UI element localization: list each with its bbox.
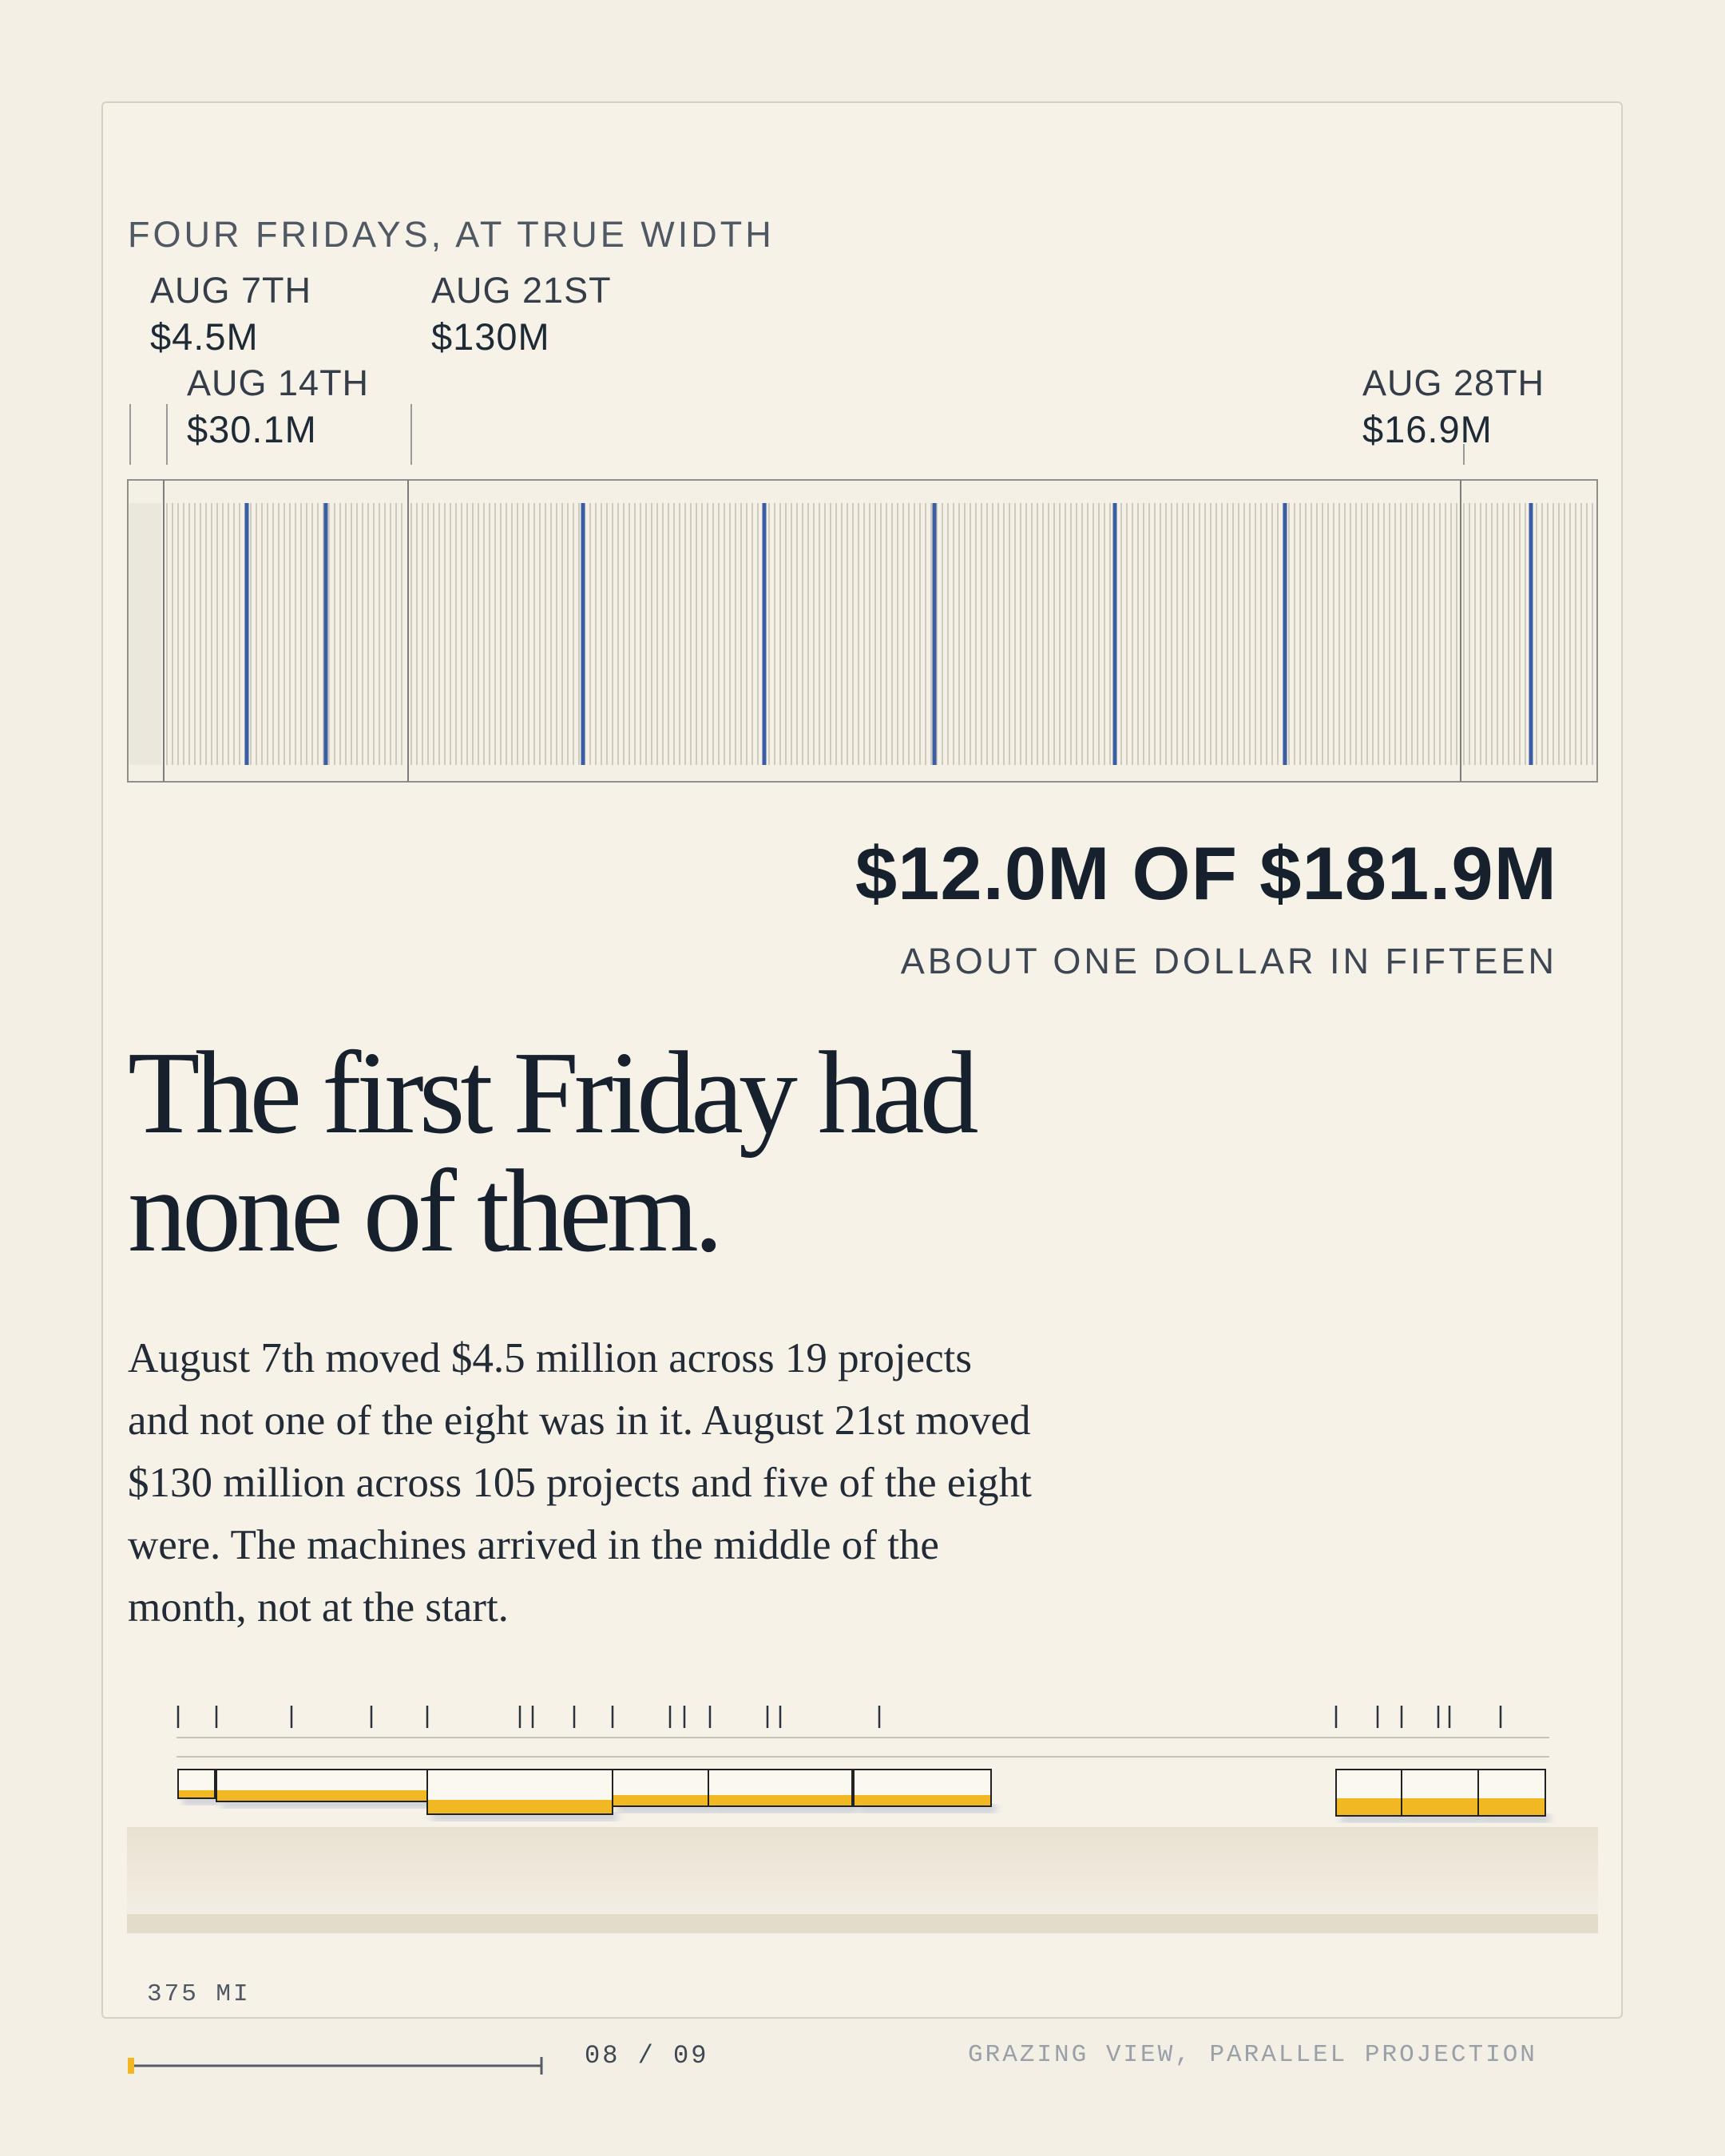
friday-segment-fill [129,503,161,765]
project-block-fill [217,1790,426,1801]
block-shadow [859,1805,996,1813]
strip-frame [127,479,1598,783]
friday-amount: $130M [431,315,550,358]
friday-label-aug-28: AUG 28TH $16.9M [1362,360,1545,453]
friday-dividers [163,480,1461,782]
ground-plane [127,1827,1598,1915]
project-block-fill [855,1795,990,1805]
friday-date: AUG 14TH [187,363,370,403]
view-label: GRAZING VIEW, PARALLEL PROJECTION [968,2041,1537,2069]
headline-subtitle: ABOUT ONE DOLLAR IN FIFTEEN [900,941,1557,981]
friday-label-aug-7: AUG 7TH $4.5M [150,268,311,360]
project-block-fill [1337,1798,1401,1815]
figure-title: FOUR FRIDAYS, AT TRUE WIDTH [128,214,775,255]
project-block-fill [179,1790,214,1797]
block-shadow [617,1805,713,1813]
block-shadow [183,1797,220,1805]
project-block-fill [613,1795,708,1805]
page-number: 08 / 09 [585,2041,709,2071]
scale-label: 375 MI [147,1980,251,2008]
block-shadow [1406,1814,1483,1822]
project-block-fill [1479,1798,1545,1815]
story-body: August 7th moved $4.5 million across 19 … [128,1335,1032,1631]
grazing-view-illustration [127,1706,1598,1933]
block-shadow [432,1813,617,1821]
block-shadow [1483,1814,1550,1822]
friday-label-aug-21: AUG 21ST $130M [431,268,612,360]
label-leaders [129,404,1465,465]
friday-amount: $30.1M [187,408,317,450]
project-block-fill [428,1800,612,1813]
progress-indicator [128,2058,134,2074]
project-block-fill [709,1795,851,1805]
block-shadow [713,1805,857,1813]
friday-date: AUG 7TH [150,270,312,311]
ground-edge [127,1914,1598,1933]
story-card [101,101,1623,2019]
friday-amount: $4.5M [150,315,259,358]
friday-label-aug-14: AUG 14TH $30.1M [187,360,369,453]
project-ticks [176,1706,1502,1728]
project-blocks [177,1769,1550,1822]
block-shadow [1341,1814,1406,1822]
project-block-fill [1402,1798,1477,1815]
friday-date: AUG 21ST [431,270,612,311]
friday-amount: $16.9M [1362,408,1493,450]
story-title: The first Friday had none of them. [128,1028,979,1277]
block-shadow [221,1800,432,1808]
headline-amount: $12.0M OF $181.9M [855,831,1557,915]
friday-date: AUG 28TH [1362,363,1545,403]
project-lines [129,503,1593,765]
four-fridays-strip [127,404,1598,783]
progress-bar [128,2057,543,2075]
